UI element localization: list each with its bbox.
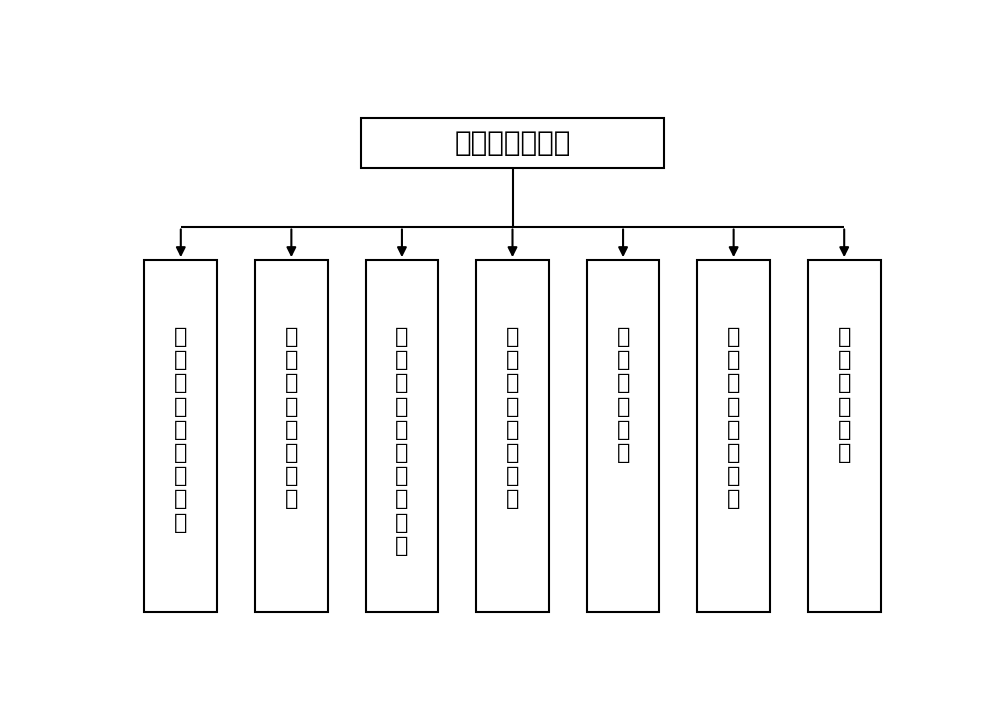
Text: 坯
料
规
格
检
测
模
块: 坯 料 规 格 检 测 模 块 <box>285 327 298 510</box>
Bar <box>144 260 217 612</box>
Text: 自
动
出
钢
模
块: 自 动 出 钢 模 块 <box>838 327 851 463</box>
Text: 自动进出钢系统: 自动进出钢系统 <box>454 129 571 157</box>
Bar <box>361 117 664 168</box>
Text: 视
频
处
理
与
检
测
模
块: 视 频 处 理 与 检 测 模 块 <box>174 327 187 533</box>
Bar <box>366 260 438 612</box>
Bar <box>808 260 881 612</box>
Bar <box>476 260 549 612</box>
Text: 自
动
装
钢
模
块: 自 动 装 钢 模 块 <box>616 327 630 463</box>
Bar <box>697 260 770 612</box>
Bar <box>587 260 659 612</box>
Text: 炉
内
自
动
运
送
模
块: 炉 内 自 动 运 送 模 块 <box>727 327 740 510</box>
Bar <box>255 260 328 612</box>
Text: 坯
料
自
动
对
中
模
块: 坯 料 自 动 对 中 模 块 <box>506 327 519 510</box>
Text: 炉
前
辊
道
自
动
跟
踪
模
块: 炉 前 辊 道 自 动 跟 踪 模 块 <box>395 327 409 556</box>
